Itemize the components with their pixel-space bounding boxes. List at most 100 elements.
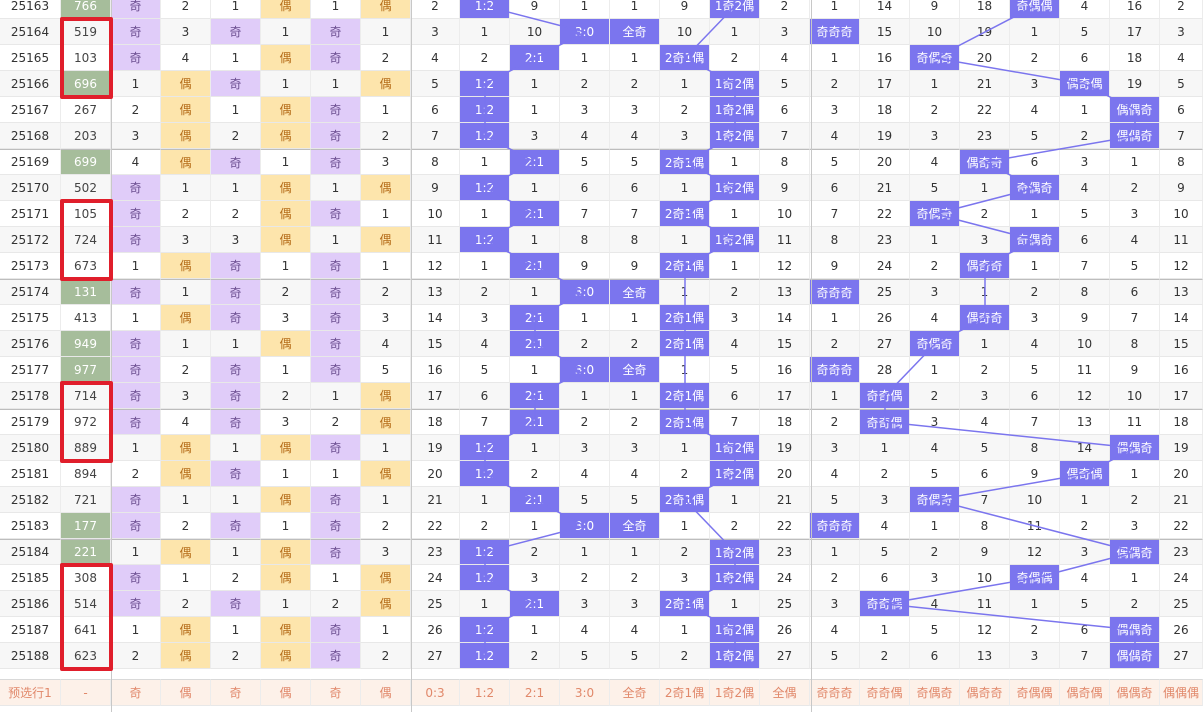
draw-number-cell: 724 [61, 227, 111, 253]
preselect-option-cell: 偶 [261, 679, 311, 706]
stat-cell: 1 [311, 461, 361, 487]
stat-cell: 10 [960, 565, 1010, 591]
stat-cell: 偶 [161, 643, 211, 669]
stat-cell: 奇偶奇 [910, 331, 960, 357]
stat-cell: 6 [810, 175, 860, 201]
stat-cell: 2 [860, 461, 910, 487]
stat-cell: 奇 [111, 331, 161, 357]
stat-cell: 奇奇奇 [810, 513, 860, 539]
stat-cell: 11 [1060, 357, 1110, 383]
stat-cell: 19 [760, 435, 810, 461]
draw-number-cell: 673 [61, 253, 111, 279]
stat-cell: 奇 [311, 123, 361, 149]
stat-cell: 1 [261, 357, 311, 383]
stat-cell: 3 [1060, 539, 1110, 565]
draw-number-cell: 972 [61, 409, 111, 435]
stat-cell: 奇 [111, 0, 161, 19]
preselect-option-cell: 1奇2偶 [710, 679, 760, 706]
stat-cell: 24 [411, 565, 460, 591]
stat-cell: 19 [860, 123, 910, 149]
stat-cell: 1 [1110, 565, 1160, 591]
stat-cell: 奇 [111, 513, 161, 539]
stat-cell: 23 [411, 539, 460, 565]
stat-cell: 10 [760, 201, 810, 227]
stat-cell: 6 [710, 383, 760, 409]
stat-cell: 1:2 [460, 71, 510, 97]
stat-cell: 奇奇偶 [860, 591, 910, 617]
stat-cell: 2:1 [510, 487, 560, 513]
stat-cell: 4 [710, 331, 760, 357]
draw-number-cell: 696 [61, 71, 111, 97]
stat-cell: 14 [760, 305, 810, 331]
stat-cell: 1 [460, 487, 510, 513]
stat-cell: 4 [960, 409, 1010, 435]
stat-cell: 1 [610, 45, 660, 71]
stat-cell: 19 [411, 435, 460, 461]
stat-cell: 1 [111, 253, 161, 279]
stat-cell: 4 [1060, 175, 1110, 201]
stat-cell: 1 [810, 45, 860, 71]
stat-cell: 2:1 [510, 591, 560, 617]
stat-cell: 17 [1160, 383, 1203, 409]
stat-cell: 2 [560, 331, 610, 357]
stat-cell: 6 [1010, 149, 1060, 175]
stat-cell: 奇 [311, 45, 361, 71]
stat-cell: 8 [1160, 149, 1203, 175]
stat-cell: 2 [810, 331, 860, 357]
stat-cell: 9 [510, 0, 560, 19]
stat-cell: 11 [1110, 409, 1160, 435]
stat-cell: 2 [361, 123, 411, 149]
stat-cell: 奇 [211, 591, 261, 617]
stat-cell: 1 [111, 539, 161, 565]
stat-cell: 1奇2偶 [710, 539, 760, 565]
stat-cell: 5 [910, 617, 960, 643]
stat-cell: 奇偶奇 [1010, 227, 1060, 253]
stat-cell: 2 [660, 643, 710, 669]
stat-cell: 3 [560, 97, 610, 123]
stat-cell: 奇 [211, 409, 261, 435]
stat-cell: 2 [610, 71, 660, 97]
stat-cell: 1 [560, 305, 610, 331]
stat-cell: 1奇2偶 [710, 227, 760, 253]
stat-cell: 3 [910, 279, 960, 305]
stat-cell: 偶 [161, 97, 211, 123]
stat-cell: 2 [610, 331, 660, 357]
stat-cell: 2 [111, 643, 161, 669]
column-group-divider [411, 0, 412, 712]
stat-cell: 3 [460, 305, 510, 331]
stat-cell: 4 [361, 331, 411, 357]
stat-cell: 2:1 [510, 201, 560, 227]
stat-cell: 1 [211, 0, 261, 19]
stat-cell: 3 [560, 435, 610, 461]
stat-cell: 5 [1060, 201, 1110, 227]
stat-cell: 1 [660, 617, 710, 643]
stat-cell: 2奇1偶 [660, 487, 710, 513]
stat-cell: 1奇2偶 [710, 175, 760, 201]
stat-cell: 1 [510, 71, 560, 97]
stat-cell: 6 [1160, 97, 1203, 123]
stat-cell: 1 [1010, 253, 1060, 279]
stat-cell: 奇奇偶 [860, 409, 910, 435]
stat-cell: 15 [411, 331, 460, 357]
stat-cell: 2 [610, 565, 660, 591]
stat-cell: 8 [1110, 331, 1160, 357]
stat-cell: 5 [860, 539, 910, 565]
stat-cell: 1:2 [460, 175, 510, 201]
stat-cell: 1 [460, 149, 510, 175]
stat-cell: 2 [660, 97, 710, 123]
stat-cell: 20 [760, 461, 810, 487]
issue-number-cell: 25163 [0, 0, 61, 19]
stat-cell: 5 [760, 71, 810, 97]
stat-cell: 3 [510, 565, 560, 591]
stat-cell: 1 [960, 279, 1010, 305]
stat-cell: 1 [361, 19, 411, 45]
issue-number-cell: 25180 [0, 435, 61, 461]
stat-cell: 奇 [111, 45, 161, 71]
stat-cell: 1:2 [460, 565, 510, 591]
stat-cell: 奇偶奇 [910, 487, 960, 513]
stat-cell: 奇 [111, 227, 161, 253]
stat-cell: 1 [211, 175, 261, 201]
stat-cell: 14 [860, 0, 910, 19]
stat-cell: 17 [411, 383, 460, 409]
stat-cell: 偶 [261, 435, 311, 461]
